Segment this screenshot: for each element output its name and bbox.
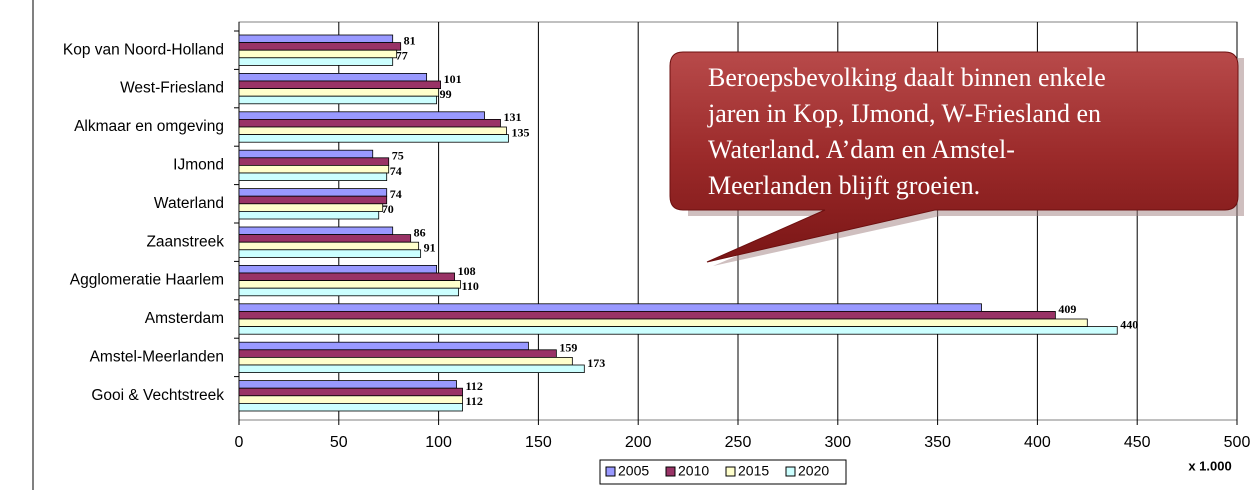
- y-tick-label: Zaanstreek: [146, 233, 224, 250]
- data-label: 91: [424, 241, 436, 255]
- bar: [238, 264, 438, 274]
- bar: [238, 34, 394, 43]
- data-label: 108: [458, 264, 476, 278]
- y-tick-label: Amstel-Meerlanden: [90, 348, 224, 365]
- bar: [238, 157, 390, 166]
- data-label: 440: [1120, 317, 1138, 331]
- data-label: 70: [382, 202, 394, 216]
- x-tick-label: 50: [330, 434, 348, 451]
- bar: [238, 203, 384, 212]
- data-label: 101: [444, 72, 462, 86]
- bar: [238, 88, 440, 97]
- data-label: 112: [466, 394, 483, 408]
- bar: [238, 134, 509, 143]
- bar: [238, 364, 585, 373]
- bar: [238, 195, 388, 205]
- legend-box: [599, 459, 847, 485]
- x-tick-label: 500: [1224, 434, 1251, 451]
- bar: [238, 172, 388, 181]
- x-tick-label: 200: [625, 434, 652, 451]
- bar: [238, 226, 394, 235]
- legend-label: 2010: [678, 463, 709, 479]
- data-label: 112: [466, 379, 483, 393]
- x-tick-label: 350: [924, 434, 951, 451]
- x-tick-label: 0: [235, 434, 244, 451]
- bar: [238, 73, 428, 82]
- legend-label: 2005: [618, 463, 649, 479]
- bar: [238, 119, 501, 128]
- y-tick-label: Gooi & Vechtstreek: [91, 387, 224, 404]
- y-tick-label: Alkmaar en omgeving: [74, 118, 224, 135]
- y-tick-label: Agglomeratie Haarlem: [70, 272, 224, 289]
- bar: [238, 356, 573, 366]
- bar: [238, 310, 1056, 320]
- data-label: 110: [462, 279, 479, 293]
- y-tick-label: Amsterdam: [145, 310, 224, 327]
- bar: [238, 341, 529, 351]
- data-label: 135: [511, 125, 529, 139]
- bar: [238, 249, 422, 258]
- callout-text: Waterland. A’dam en Amstel-: [708, 135, 1015, 164]
- legend-swatch: [605, 466, 616, 477]
- bar: [238, 349, 557, 358]
- x-tick-label: 250: [725, 434, 752, 451]
- legend-swatch: [725, 466, 736, 477]
- data-label: 173: [587, 356, 605, 370]
- data-label: 77: [396, 49, 408, 63]
- bar: [238, 241, 420, 251]
- bar: [238, 287, 459, 297]
- bar: [238, 210, 380, 220]
- data-label: 99: [440, 87, 452, 101]
- x-tick-label: 100: [425, 434, 452, 451]
- bar: [238, 280, 461, 289]
- y-tick-label: Waterland: [154, 195, 224, 212]
- data-label: 131: [503, 110, 521, 124]
- bar: [238, 80, 441, 89]
- bar: [238, 318, 1088, 327]
- y-tick-label: Kop van Noord-Holland: [63, 41, 224, 58]
- data-label: 159: [559, 341, 577, 355]
- data-label: 75: [392, 149, 404, 163]
- bar: [238, 149, 374, 159]
- legend: 2005 2010 2015 2020: [599, 459, 847, 485]
- unit-label: x 1.000: [1188, 458, 1231, 473]
- data-label: 81: [404, 33, 416, 47]
- legend-swatch: [785, 466, 796, 477]
- data-label: 86: [414, 225, 426, 239]
- bar: [238, 402, 463, 412]
- y-tick-label: IJmond: [173, 156, 224, 173]
- callout-text: jaren in Kop, IJmond, W-Friesland en: [707, 99, 1101, 128]
- x-tick-label: 150: [525, 434, 552, 451]
- bar: [238, 126, 507, 135]
- callout-text: Beroepsbevolking daalt binnen enkele: [708, 63, 1106, 92]
- x-tick-label: 450: [1124, 434, 1151, 451]
- legend-label: 2020: [798, 463, 829, 479]
- bar: [238, 188, 388, 197]
- bar: [238, 303, 982, 312]
- data-label: 74: [390, 164, 402, 178]
- legend-swatch: [665, 466, 676, 477]
- data-label: 74: [390, 187, 402, 201]
- bar: [238, 42, 402, 51]
- bar: [238, 272, 455, 281]
- bar: [238, 395, 463, 404]
- bar: [238, 164, 390, 174]
- bar: [238, 380, 457, 389]
- y-tick-label: West-Friesland: [120, 80, 224, 97]
- bar: [238, 234, 412, 243]
- x-tick-label: 300: [824, 434, 851, 451]
- callout-text: Meerlanden blijft groeien.: [708, 171, 980, 200]
- bar: [238, 326, 1118, 335]
- bar: [238, 111, 485, 120]
- bar: [238, 49, 398, 59]
- data-label: 409: [1058, 302, 1076, 316]
- callout: [669, 51, 1239, 263]
- bar: [238, 95, 438, 105]
- legend-label: 2015: [738, 463, 769, 479]
- x-tick-label: 400: [1024, 434, 1051, 451]
- bar: [238, 387, 463, 397]
- bar: [238, 57, 394, 66]
